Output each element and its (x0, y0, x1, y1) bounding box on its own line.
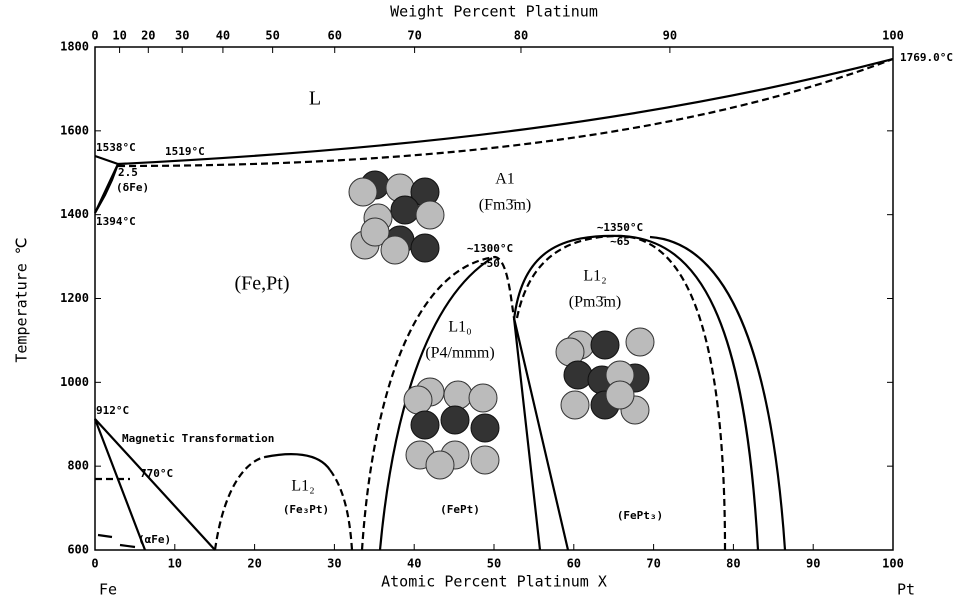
phase-boundaries (93, 57, 894, 551)
x-tick-label: 90 (806, 557, 820, 571)
annotation: 912°C (96, 404, 129, 417)
y-tick-label: 800 (67, 459, 89, 473)
annotation: L1₂ (583, 268, 606, 285)
crystal-l12 (555, 327, 655, 425)
annotation: 1394°C (96, 215, 136, 228)
annotation: 770°C (140, 467, 173, 480)
top-tick-label: 20 (141, 29, 155, 43)
annotation: (Pm3̄m) (569, 294, 621, 311)
annotation: ~1300°C (467, 242, 513, 255)
annotation: (Fe₃Pt) (283, 503, 329, 516)
annotation: ~50 (480, 257, 500, 270)
top-tick-label: 80 (514, 29, 528, 43)
right-element: Pt (897, 581, 915, 599)
y-tick-label: 600 (67, 543, 89, 557)
annotation: (P4/mmm) (425, 345, 494, 362)
annotation: (Fm3̄m) (479, 197, 531, 214)
x-tick-label: 30 (327, 557, 341, 571)
y-tick-label: 1200 (60, 291, 89, 305)
annotation: ~65 (610, 235, 630, 248)
annotation: (FePt₃) (617, 509, 663, 522)
x-tick-label: 10 (168, 557, 182, 571)
annotation: 1769.0°C (900, 51, 953, 64)
plot-frame (94, 46, 894, 551)
y-tick-label: 1000 (60, 375, 89, 389)
annotation: 1519°C (165, 145, 205, 158)
x-tick-label: 50 (487, 557, 501, 571)
annotation: ~1350°C (597, 221, 643, 234)
top-tick-label: 30 (175, 29, 189, 43)
x-axis-title: Atomic Percent Platinum X (381, 573, 607, 591)
annotation: (δFe) (116, 181, 149, 194)
top-tick-label: 100 (882, 29, 904, 43)
annotation: 2.5 (118, 166, 138, 179)
crystal-a1 (348, 170, 445, 265)
top-tick-label: 60 (327, 29, 341, 43)
annotation: (Fe,Pt) (235, 273, 290, 295)
x-tick-label: 70 (646, 557, 660, 571)
y-axis-title: Temperature ℃ (13, 237, 31, 362)
annotation: L1₀ (448, 319, 471, 336)
x-tick-label: 40 (407, 557, 421, 571)
left-element: Fe (99, 581, 117, 599)
crystal-l10 (403, 377, 500, 480)
annotation: L (309, 88, 321, 110)
top-tick-label: 50 (265, 29, 279, 43)
annotation: Magnetic Transformation (122, 432, 274, 445)
annotation: (FePt) (440, 503, 480, 516)
top-tick-label: 70 (407, 29, 421, 43)
annotation: 1538°C (96, 141, 136, 154)
x-tick-label: 0 (91, 557, 98, 571)
annotation: L1₂ (291, 478, 314, 495)
top-tick-label: 90 (663, 29, 677, 43)
top-tick-label: 0 (91, 29, 98, 43)
y-tick-label: 1600 (60, 123, 89, 137)
x-tick-label: 20 (247, 557, 261, 571)
annotation: (αFe) (138, 533, 171, 546)
top-tick-label: 10 (112, 29, 126, 43)
y-tick-label: 1400 (60, 207, 89, 221)
x-tick-label: 60 (567, 557, 581, 571)
x-tick-label: 80 (726, 557, 740, 571)
top-tick-label: 40 (216, 29, 230, 43)
x-tick-label: 100 (882, 557, 904, 571)
y-tick-label: 1800 (60, 40, 89, 54)
top-axis-title: Weight Percent Platinum (390, 3, 598, 21)
annotation: A1 (495, 171, 515, 188)
